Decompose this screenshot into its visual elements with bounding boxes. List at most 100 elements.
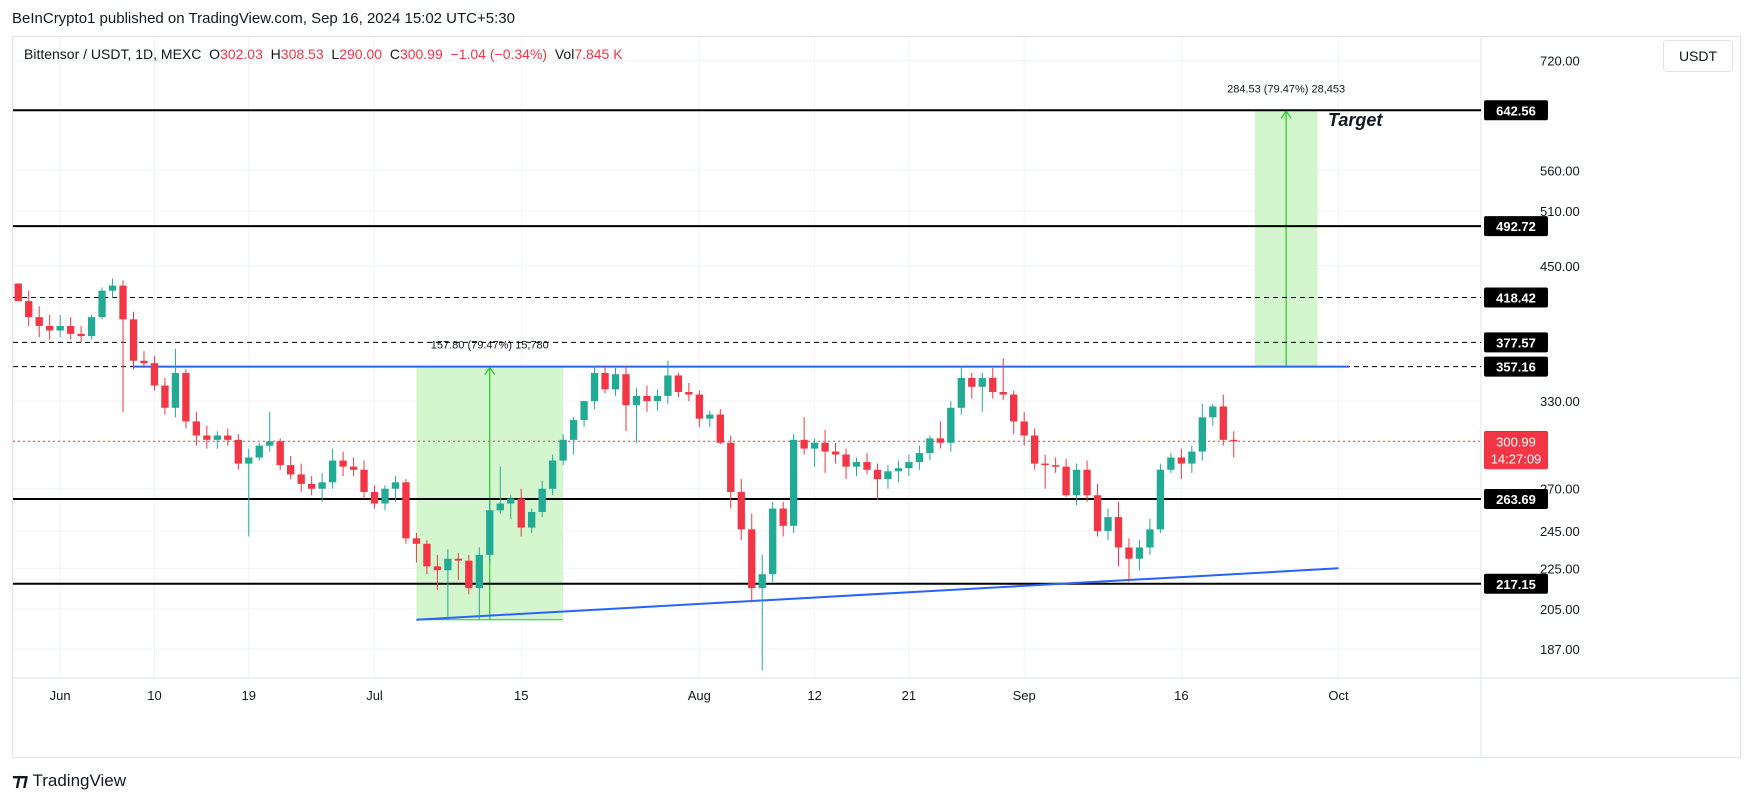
candle-body <box>224 435 232 440</box>
low-value: 290.00 <box>339 46 383 62</box>
candle-body <box>601 372 609 390</box>
candle-body <box>182 372 190 422</box>
candle-body <box>706 414 714 419</box>
candle-body <box>465 560 473 589</box>
y-tick-label: 187.00 <box>1540 642 1580 657</box>
low-label: L <box>331 46 340 62</box>
level-badge-label: 263.69 <box>1496 492 1536 507</box>
candle-body <box>821 442 829 452</box>
candle-body <box>999 391 1007 395</box>
candle-body <box>46 325 54 331</box>
y-tick-label: 450.00 <box>1540 259 1580 274</box>
open-value: 302.03 <box>220 46 263 62</box>
candle-body <box>475 554 483 589</box>
candle-body <box>926 438 934 454</box>
candle-body <box>402 482 410 539</box>
level-badge <box>1484 216 1548 237</box>
candle-body <box>538 488 546 512</box>
candle-body <box>810 442 819 449</box>
candle-body <box>339 460 347 467</box>
y-tick-label: 245.00 <box>1540 524 1580 539</box>
x-tick-label: 12 <box>807 688 821 703</box>
candle-body <box>66 325 75 334</box>
volume-label: Vol <box>554 46 575 62</box>
candle-body <box>622 374 630 406</box>
tradingview-logo[interactable]: ⁊⁊ TradingView <box>12 770 126 791</box>
candle-body <box>1030 435 1039 464</box>
candle-body <box>1010 394 1018 422</box>
candle-body <box>360 469 368 492</box>
candle-body <box>1198 417 1206 452</box>
candle-body <box>727 442 735 492</box>
candle-body <box>779 508 787 526</box>
candle-body <box>842 454 850 467</box>
y-tick-label: 225.00 <box>1540 561 1580 576</box>
candle-body <box>1051 465 1060 467</box>
candle-body <box>1230 439 1238 442</box>
candle-body <box>915 453 924 463</box>
candle-body <box>1041 463 1049 466</box>
candle-body <box>947 407 955 443</box>
candle-body <box>108 285 117 291</box>
change-value: −1.04 (−0.34%) <box>450 46 548 62</box>
level-badge-label: 418.42 <box>1496 291 1536 306</box>
y-tick-label: 205.00 <box>1540 602 1580 617</box>
candle-body <box>370 491 379 504</box>
current-price-label: 300.99 <box>1496 434 1536 449</box>
candle-body <box>1083 469 1091 496</box>
candle-body <box>433 566 442 571</box>
x-tick-label: Aug <box>688 688 711 703</box>
y-tick-label: 720.00 <box>1540 54 1580 69</box>
candle-body <box>171 372 180 408</box>
x-tick-label: 16 <box>1174 688 1188 703</box>
candle-body <box>695 394 704 419</box>
currency-button[interactable]: USDT <box>1663 40 1733 72</box>
candle-body <box>129 319 138 361</box>
close-value: 300.99 <box>399 46 443 62</box>
candle-body <box>507 498 515 504</box>
candle-body <box>276 441 284 466</box>
candle-body <box>968 377 976 387</box>
candle-body <box>496 503 504 511</box>
candle-body <box>87 317 96 337</box>
high-label: H <box>270 46 281 62</box>
close-label: C <box>389 46 400 62</box>
candle-body <box>831 451 840 455</box>
candle-body <box>98 290 106 318</box>
candle-body <box>1146 529 1154 548</box>
candle-body <box>884 471 892 480</box>
candle-body <box>905 462 913 469</box>
candle-body <box>245 457 253 464</box>
current-price-badge <box>1484 431 1548 470</box>
candle-body <box>349 466 358 470</box>
candle-body <box>1020 421 1028 436</box>
candle-body <box>77 333 85 337</box>
candle-body <box>852 462 861 467</box>
support-trendline <box>416 567 1339 621</box>
candle-body <box>454 558 463 561</box>
candle-body <box>643 395 651 402</box>
candle-body <box>1125 547 1133 559</box>
ohlc-legend: Bittensor / USDT, 1D, MEXC O302.03 H308.… <box>24 46 623 62</box>
y-tick-label: 560.00 <box>1540 163 1580 178</box>
projection-arrow-head <box>484 366 496 375</box>
candle-body <box>287 465 295 475</box>
candle-body <box>957 377 965 408</box>
level-badge <box>1484 287 1548 308</box>
candle-body <box>590 372 599 402</box>
x-tick-label: 21 <box>902 688 916 703</box>
y-tick-label: 330.00 <box>1540 394 1580 409</box>
candle-body <box>1188 451 1196 464</box>
level-badge <box>1484 489 1548 510</box>
candle-body <box>1072 469 1081 496</box>
candle-body <box>161 385 169 408</box>
candle-body <box>758 574 766 589</box>
countdown-label: 14:27:09 <box>1491 451 1542 466</box>
candle-body <box>569 420 578 440</box>
candle-body <box>800 439 808 449</box>
candle-body <box>1219 406 1227 440</box>
candle-body <box>528 511 536 528</box>
x-tick-label: 15 <box>514 688 528 703</box>
candle-body <box>548 460 557 489</box>
